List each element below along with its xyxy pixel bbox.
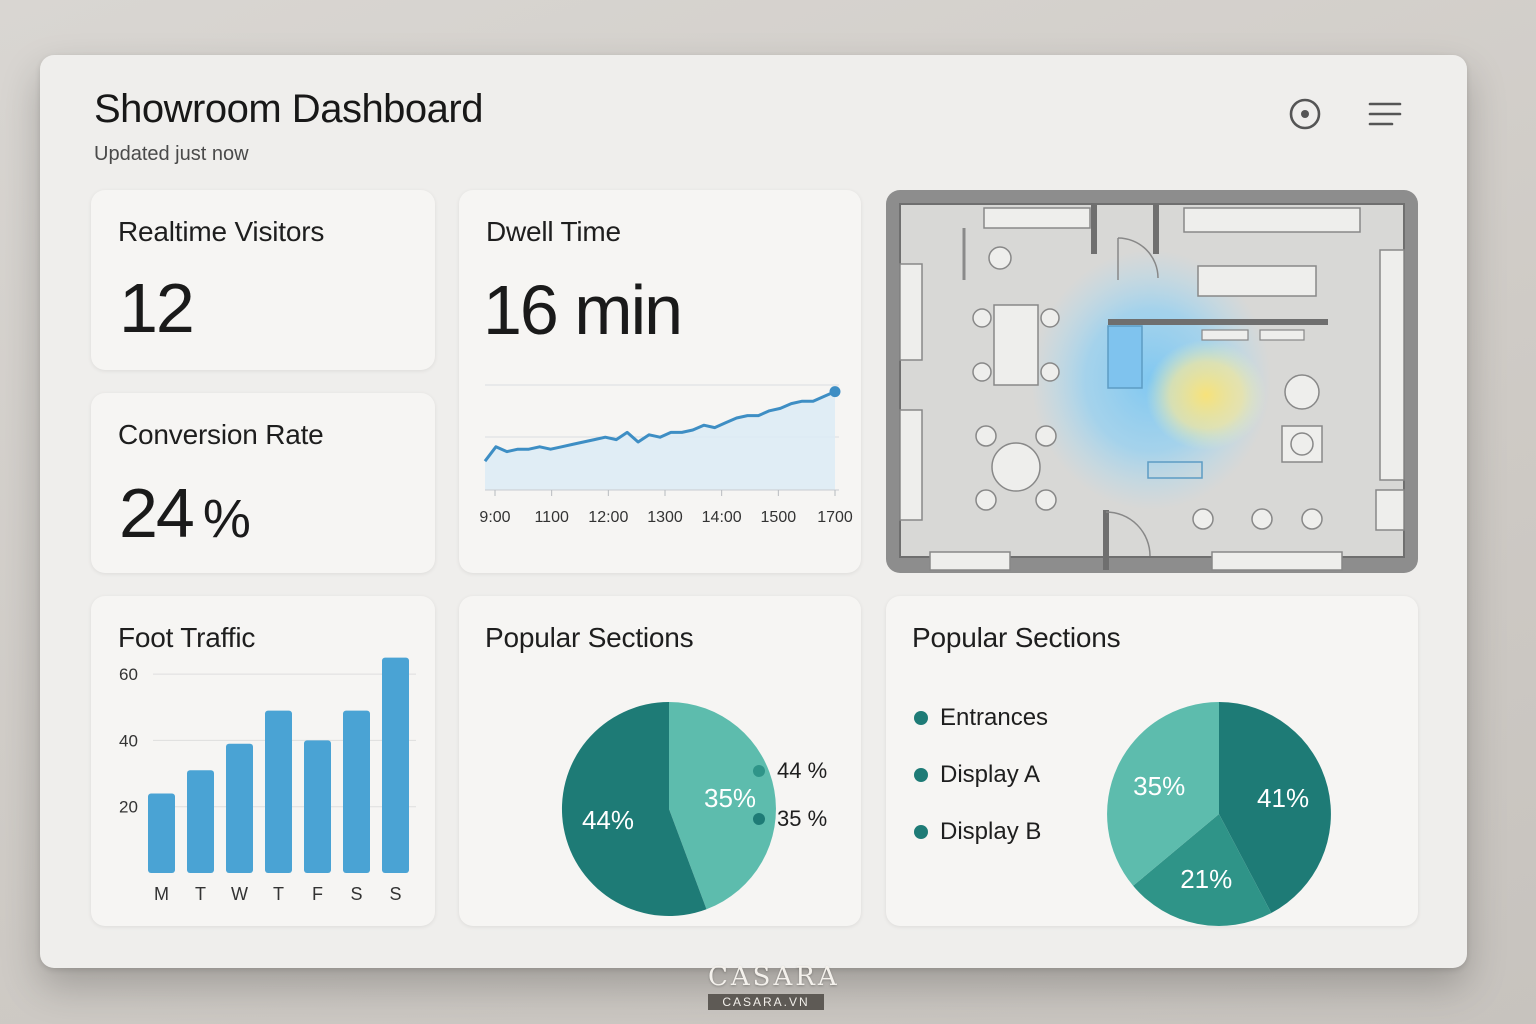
foot-y-tick-label: 20 [119, 798, 138, 817]
page-title: Showroom Dashboard [94, 87, 484, 131]
dwell-x-tick-label: 1100 [534, 509, 569, 526]
legend-display-a: Display A [914, 761, 1040, 789]
dwell-line [483, 390, 836, 463]
foot-x-label-4: F [312, 884, 323, 904]
realtime-visitors-value: 12 [119, 269, 195, 347]
pie1-slice-1 [561, 702, 707, 916]
pie1-label-0: 35% [704, 783, 756, 813]
dwell-x-tick-label: 1300 [647, 509, 683, 526]
legend-dot-2 [753, 813, 765, 825]
conversion-rate-value: 24% [119, 473, 251, 553]
dwell-time-card[interactable]: Dwell Time 16 min 9:00 1100 12:00 1300 14:00… [459, 190, 861, 573]
legend-entrances: Entrances [914, 704, 1048, 732]
popular-sections-card-1[interactable]: Popular Sections 35% 44% 44 % 35 % [459, 596, 861, 926]
casara-watermark: CASARA CASARA.VN [708, 962, 840, 1010]
dwell-time-title: Dwell Time [486, 216, 621, 247]
legend-label-2: 35 % [777, 806, 828, 831]
legend-item-2: 35 % [753, 806, 827, 832]
legend-label-display-b: Display B [940, 818, 1042, 845]
foot-x-label-5: S [350, 884, 362, 904]
dwell-x-tick-label: 14:00 [702, 509, 742, 526]
popular-sections-pie-1: 35% 44% [561, 702, 776, 916]
pie2-slice-2 [1107, 702, 1219, 886]
dashboard-panel: Showroom Dashboard Updated just now Real… [40, 55, 1467, 968]
conversion-rate-unit: % [202, 489, 251, 549]
foot-bar-3 [265, 710, 292, 873]
foot-bar-0 [148, 793, 175, 873]
foot-x-label-1: T [195, 884, 206, 904]
legend-dot-entrances [914, 711, 928, 725]
conversion-rate-card[interactable]: Conversion Rate 24% [91, 393, 435, 573]
foot-bar-2 [226, 743, 253, 873]
pie1-label-1: 44% [582, 805, 634, 835]
conversion-rate-title: Conversion Rate [118, 419, 324, 450]
dwell-x-tick-label: 9:00 [479, 509, 510, 526]
foot-x-label-2: W [231, 884, 248, 904]
realtime-visitors-title: Realtime Visitors [118, 216, 325, 247]
conversion-rate-number: 24 [119, 474, 195, 552]
legend-label-display-a: Display A [940, 761, 1041, 788]
realtime-visitors-card[interactable]: Realtime Visitors 12 [91, 190, 435, 370]
watermark-domain: CASARA.VN [708, 994, 824, 1010]
foot-y-tick-label: 60 [119, 665, 138, 684]
foot-x-label-0: M [154, 884, 169, 904]
updated-status: Updated just now [94, 143, 249, 165]
dwell-time-line-chart: 9:00 1100 12:00 1300 14:00 1500 1700 [479, 384, 853, 526]
popular-sections-pie-2: 41% 21% 35% [1107, 702, 1331, 926]
dwell-x-tick-label: 12:00 [588, 509, 628, 526]
pie2-slice-0 [1219, 702, 1331, 913]
legend-dot-display-a [914, 768, 928, 782]
popular-sections-card-2[interactable]: Popular Sections Entrances Display A Dis… [886, 596, 1418, 926]
dwell-x-tick-label: 1500 [761, 509, 797, 526]
watermark-logo: CASARA [708, 962, 840, 992]
pie2-label-1: 21% [1180, 864, 1232, 894]
target-icon[interactable] [1288, 97, 1322, 131]
foot-bar-4 [304, 740, 331, 873]
foot-traffic-bar-chart: 20 40 60 M T W T F S S [119, 657, 416, 904]
legend-display-b: Display B [914, 818, 1041, 846]
legend-label-entrances: Entrances [940, 704, 1049, 731]
dwell-endpoint [829, 386, 841, 398]
legend-label-1: 44 % [777, 758, 828, 783]
pie2-label-0: 41% [1257, 783, 1309, 813]
foot-x-label-3: T [273, 884, 284, 904]
pie2-label-2: 35% [1133, 771, 1185, 801]
legend-dot-1 [753, 765, 765, 777]
foot-bar-5 [343, 710, 370, 873]
legend-dot-display-b [914, 825, 928, 839]
foot-traffic-title: Foot Traffic [118, 622, 256, 653]
dwell-x-tick-label: 1700 [817, 509, 853, 526]
foot-bar-1 [187, 770, 214, 873]
foot-traffic-card[interactable]: Foot Traffic 20 40 60 M T W T F S S [91, 596, 435, 926]
legend-item-1: 44 % [753, 758, 827, 784]
floor-plan [899, 203, 1405, 571]
menu-icon[interactable] [1368, 97, 1402, 131]
dwell-time-value: 16 min [483, 271, 683, 349]
popular-sections-title-1: Popular Sections [485, 622, 694, 653]
foot-y-tick-label: 40 [119, 731, 138, 750]
popular-sections-title-2: Popular Sections [912, 622, 1121, 653]
pie1-slice-0 [669, 702, 776, 910]
pie2-slice-1 [1133, 814, 1272, 926]
foot-x-label-6: S [389, 884, 401, 904]
showroom-heatmap[interactable] [886, 190, 1418, 573]
foot-bar-6 [382, 657, 409, 873]
